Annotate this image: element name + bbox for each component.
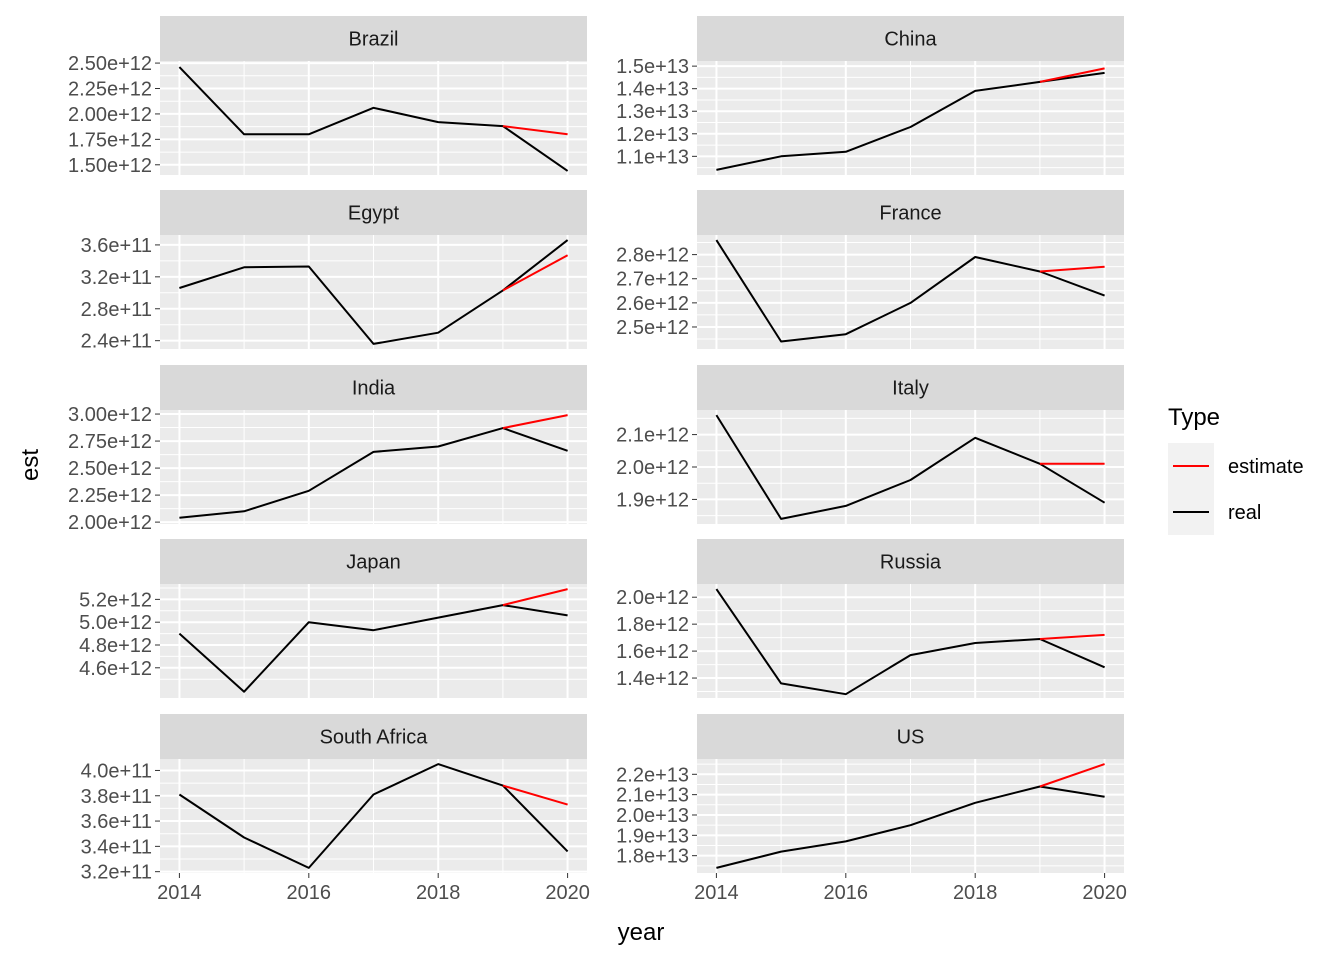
panel-brazil: Brazil 1.50e+12 1.75e+12 2.00e+12 2.25e+12 2.… bbox=[68, 16, 587, 177]
x-tick-label: 2018 bbox=[416, 882, 461, 904]
strip-label-egypt: Egypt bbox=[348, 203, 400, 225]
panel-italy: Italy 1.9e+12 2.0e+12 2.1e+12 bbox=[616, 365, 1124, 524]
panel-china: China 1.1e+131.2e+131.3e+131.4e+131.5e+13 bbox=[616, 16, 1124, 175]
y-tick-label: 2.5e+12 bbox=[616, 317, 689, 339]
strip-label-south-africa: South Africa bbox=[320, 727, 429, 749]
y-tick-label: 3.6e+11 bbox=[81, 811, 152, 833]
y-tick-label: 3.00e+12 bbox=[68, 404, 152, 426]
y-tick-label: 3.2e+11 bbox=[81, 862, 152, 884]
strip-label-us: US bbox=[897, 727, 925, 749]
facet-panels: Brazil 1.50e+12 1.75e+12 2.00e+12 2.25e+12 2.… bbox=[68, 16, 1127, 904]
strip-france bbox=[697, 190, 1124, 235]
y-tick-label: 2.7e+12 bbox=[616, 269, 689, 291]
series-line-estimate-china bbox=[1039, 67, 1105, 83]
panel-india: India 2.00e+12 2.25e+12 2.50e+12 2.75e+12 3.0… bbox=[68, 365, 587, 534]
x-tick-label: 2018 bbox=[953, 882, 998, 904]
y-tick-label: 2.6e+12 bbox=[616, 293, 689, 315]
y-tick-label: 2.0e+12 bbox=[616, 587, 689, 609]
x-tick-label: 2014 bbox=[694, 882, 739, 904]
y-tick-label: 4.0e+11 bbox=[81, 760, 152, 782]
y-tick-label: 1.9e+13 bbox=[616, 825, 689, 847]
y-tick-label: 1.1e+13 bbox=[616, 146, 689, 168]
strip-china bbox=[697, 16, 1124, 61]
x-tick-label: 2016 bbox=[287, 882, 332, 904]
y-tick-label: 1.6e+12 bbox=[616, 641, 689, 663]
y-tick-label: 2.1e+13 bbox=[616, 785, 689, 807]
y-tick-label: 1.4e+13 bbox=[616, 79, 689, 101]
y-tick-label: 2.8e+12 bbox=[616, 245, 689, 267]
y-tick-label: 4.6e+12 bbox=[79, 658, 152, 680]
strip-us bbox=[697, 714, 1124, 759]
y-tick-label: 2.1e+12 bbox=[616, 425, 689, 447]
series-line-estimate-india bbox=[502, 414, 568, 430]
y-tick-label: 3.2e+11 bbox=[81, 267, 152, 289]
y-tick-label: 3.4e+11 bbox=[81, 836, 152, 858]
strip-label-italy: Italy bbox=[892, 378, 929, 400]
series-line-estimate-brazil bbox=[502, 125, 568, 136]
strip-label-india: India bbox=[352, 378, 396, 400]
strip-south-africa bbox=[160, 714, 587, 759]
y-tick-label: 1.2e+13 bbox=[616, 124, 689, 146]
strip-label-russia: Russia bbox=[880, 552, 942, 574]
y-tick-label: 1.75e+12 bbox=[68, 129, 152, 151]
legend-label-estimate: estimate bbox=[1228, 456, 1304, 478]
series-line-estimate-south-africa bbox=[502, 784, 568, 806]
x-tick-label: 2016 bbox=[824, 882, 869, 904]
y-tick-label: 1.8e+12 bbox=[616, 614, 689, 636]
y-tick-label: 2.75e+12 bbox=[68, 431, 152, 453]
x-tick-label: 2014 bbox=[157, 882, 202, 904]
x-axis-title: year bbox=[618, 919, 665, 946]
strip-label-brazil: Brazil bbox=[348, 29, 398, 51]
y-tick-label: 2.00e+12 bbox=[68, 512, 152, 534]
strip-italy bbox=[697, 365, 1124, 410]
strip-russia bbox=[697, 539, 1124, 584]
strip-brazil bbox=[160, 16, 587, 61]
strip-label-japan: Japan bbox=[346, 552, 401, 574]
y-tick-label: 3.6e+11 bbox=[81, 235, 152, 257]
legend-title: Type bbox=[1168, 404, 1220, 431]
y-tick-label: 3.8e+11 bbox=[81, 786, 152, 808]
panel-south-africa: South Africa 3.2e+11 3.4e+11 3.6e+11 3.8e+11… bbox=[81, 714, 590, 904]
y-tick-label: 2.0e+12 bbox=[616, 457, 689, 479]
series-line-estimate-us bbox=[1039, 763, 1105, 788]
y-tick-label: 2.0e+13 bbox=[616, 805, 689, 827]
y-axis-title: est bbox=[17, 449, 44, 481]
y-tick-label: 5.0e+12 bbox=[79, 612, 152, 634]
y-tick-label: 1.9e+12 bbox=[616, 489, 689, 511]
y-tick-label: 2.50e+12 bbox=[68, 458, 152, 480]
y-tick-label: 2.8e+11 bbox=[81, 299, 152, 321]
y-tick-label: 1.8e+13 bbox=[616, 846, 689, 868]
y-tick-label: 5.2e+12 bbox=[79, 589, 152, 611]
y-tick-label: 1.4e+12 bbox=[616, 668, 689, 690]
strip-label-france: France bbox=[879, 203, 941, 225]
panel-japan: Japan 4.6e+124.8e+125.0e+125.2e+12 bbox=[79, 539, 587, 698]
y-tick-label: 2.2e+13 bbox=[616, 764, 689, 786]
y-tick-label: 2.25e+12 bbox=[68, 485, 152, 507]
panel-russia: Russia 1.4e+12 1.6e+12 1.8e+12 2.0e+12 bbox=[616, 539, 1124, 698]
panel-france: France 2.5e+122.6e+122.7e+122.8e+12 bbox=[616, 190, 1124, 349]
series-line-estimate-russia bbox=[1039, 633, 1105, 640]
panel-us: US 1.8e+131.9e+132.0e+132.1e+132.2e+13 201… bbox=[616, 714, 1127, 904]
y-tick-label: 1.5e+13 bbox=[616, 56, 689, 78]
y-tick-label: 1.50e+12 bbox=[68, 155, 152, 177]
strip-egypt bbox=[160, 190, 587, 235]
x-tick-label: 2020 bbox=[1082, 882, 1127, 904]
panel-egypt: Egypt 2.4e+11 2.8e+11 3.2e+11 3.6e+11 bbox=[81, 190, 587, 353]
y-tick-label: 4.8e+12 bbox=[79, 635, 152, 657]
legend: Type estimate real bbox=[1168, 404, 1304, 535]
y-tick-label: 2.50e+12 bbox=[68, 53, 152, 75]
y-tick-label: 1.3e+13 bbox=[616, 101, 689, 123]
y-tick-label: 2.00e+12 bbox=[68, 104, 152, 126]
series-line-estimate-egypt bbox=[502, 254, 569, 292]
series-line-estimate-france bbox=[1039, 265, 1105, 273]
x-tick-label: 2020 bbox=[545, 882, 590, 904]
series-line-estimate-japan bbox=[502, 588, 568, 607]
legend-label-real: real bbox=[1228, 502, 1261, 524]
strip-label-china: China bbox=[884, 29, 937, 51]
y-tick-label: 2.25e+12 bbox=[68, 79, 152, 101]
strip-japan bbox=[160, 539, 587, 584]
y-tick-label: 2.4e+11 bbox=[81, 331, 152, 353]
strip-india bbox=[160, 365, 587, 410]
